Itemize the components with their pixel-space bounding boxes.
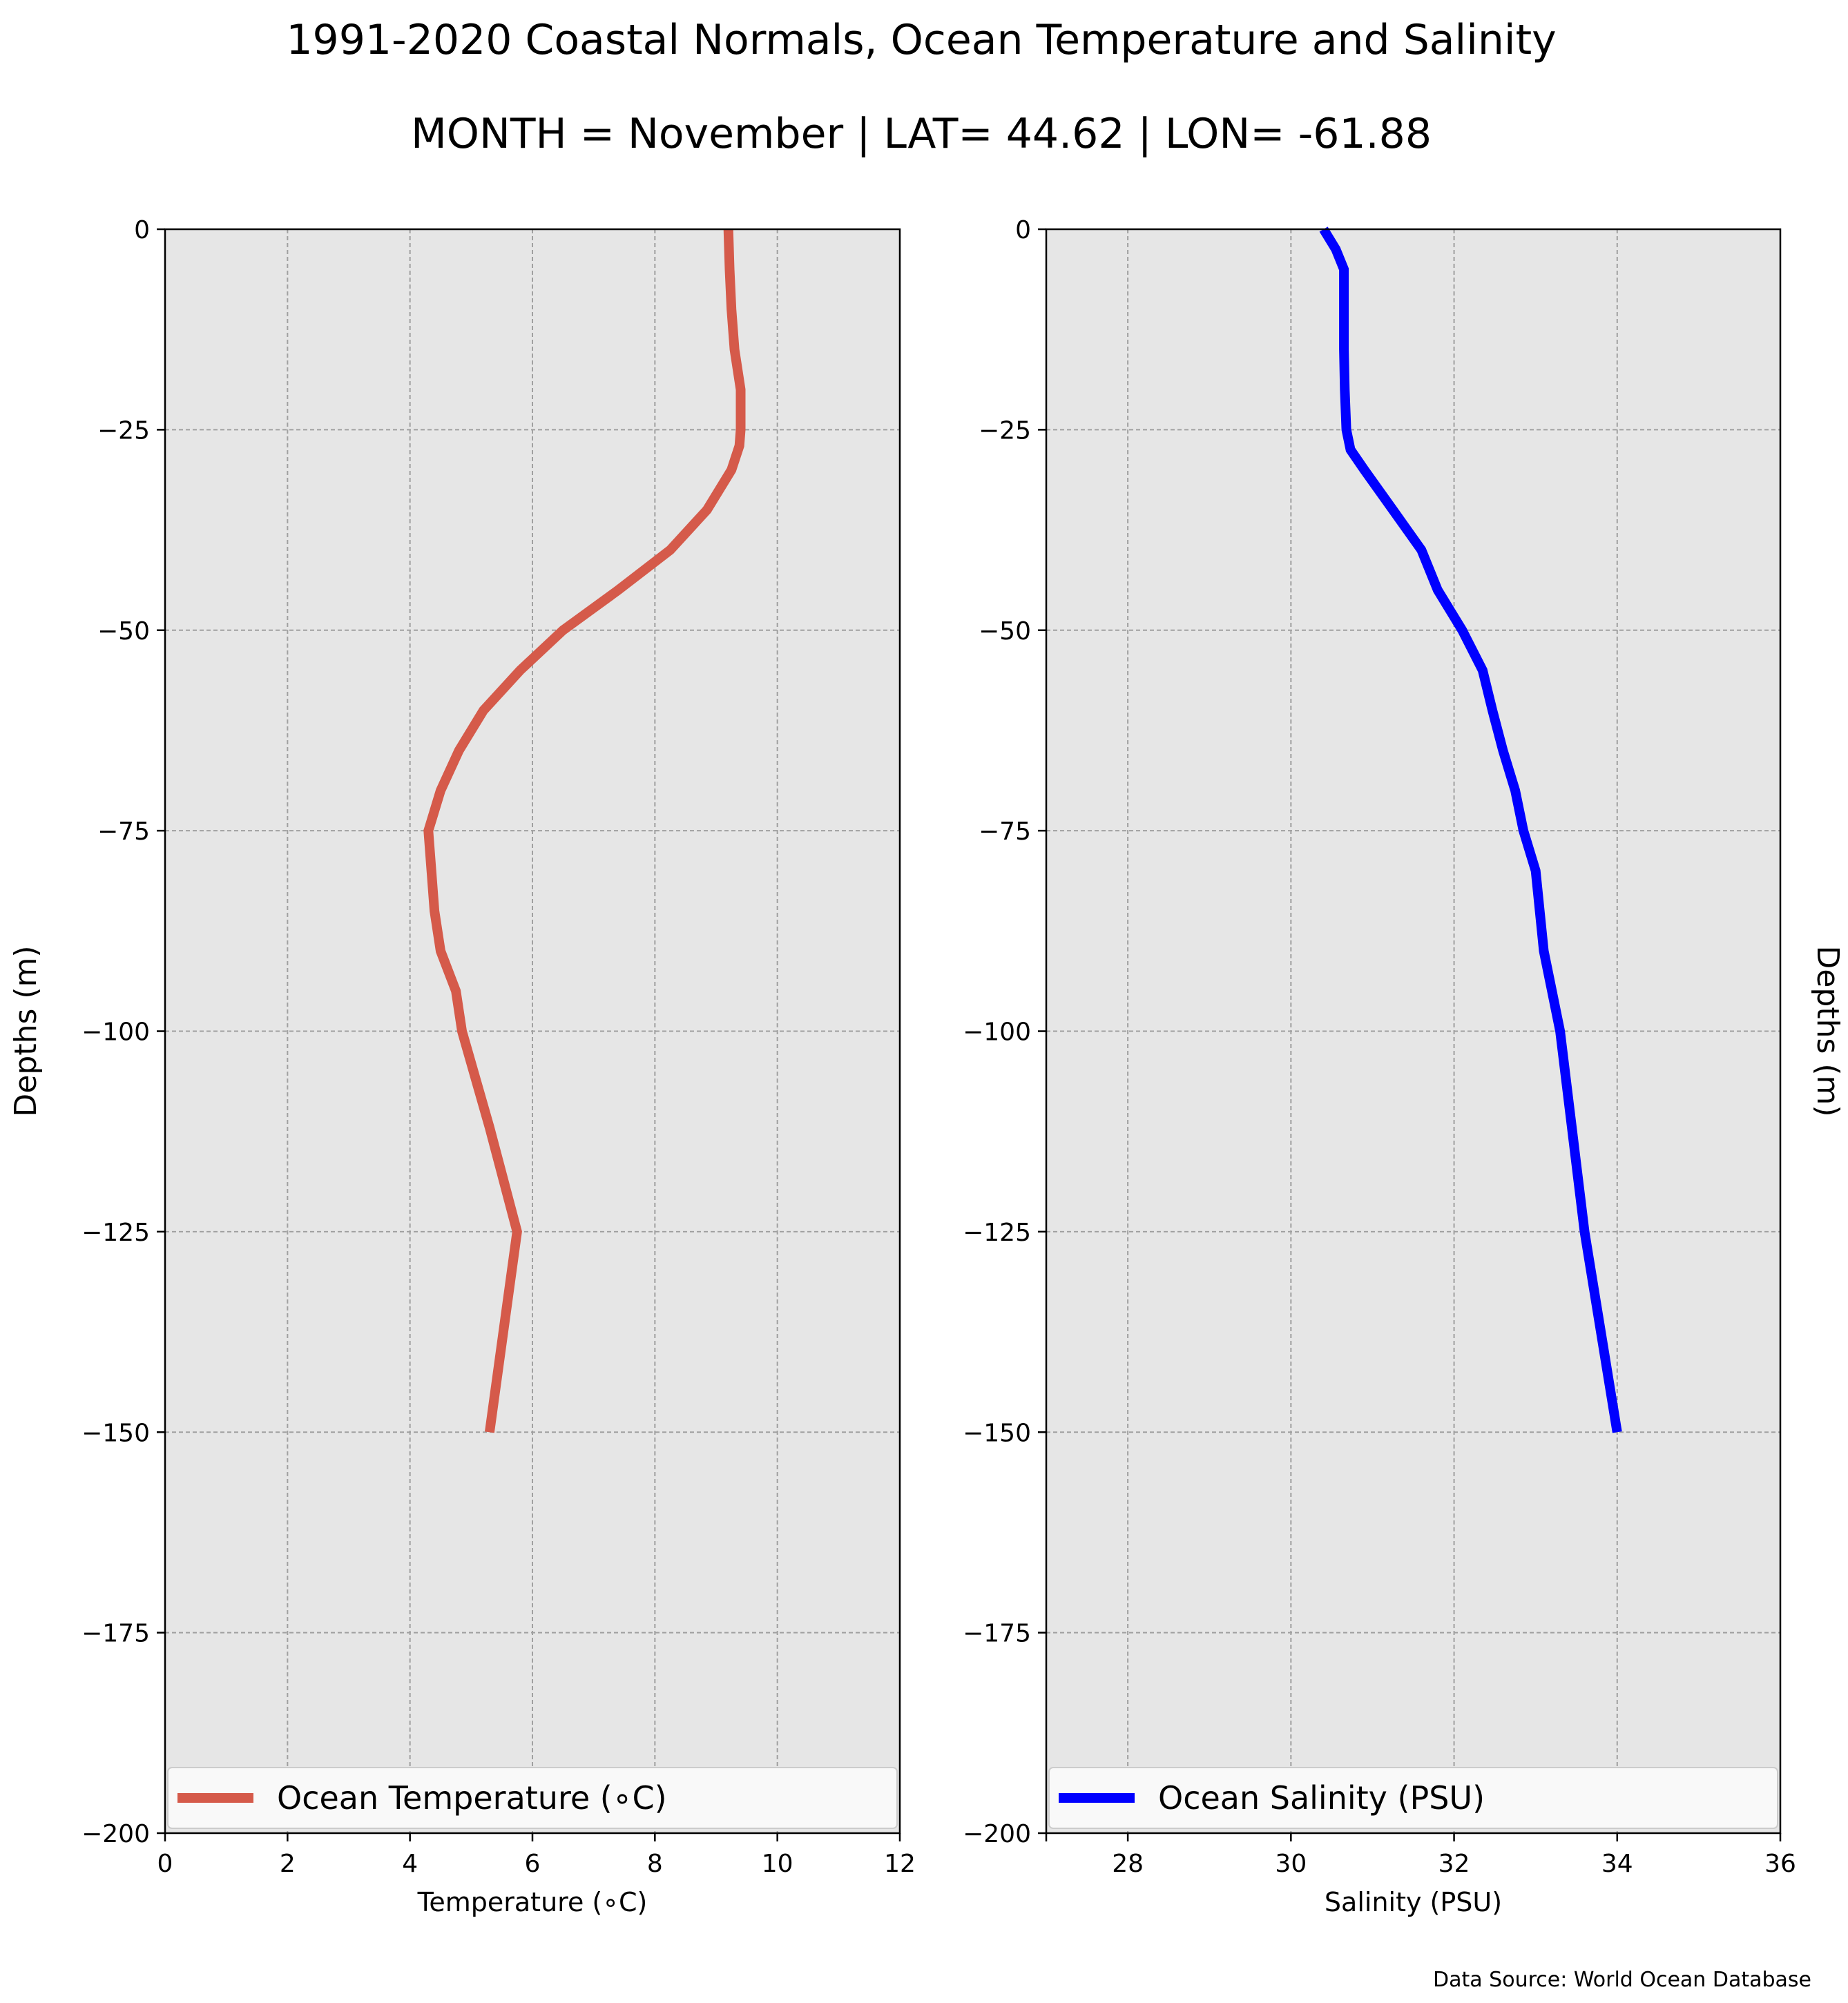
salinity-xtick-label: 32 — [1438, 1850, 1470, 1878]
salinity-ytick-label: −50 — [979, 617, 1031, 646]
temperature-xtick-label: 12 — [884, 1850, 916, 1878]
salinity-ytick-label: 0 — [1015, 216, 1031, 244]
temperature-ytick-label: −50 — [97, 617, 150, 646]
figure-subtitle: MONTH = November | LAT= 44.62 | LON= -61… — [411, 110, 1432, 158]
chart-panels: 0 2 4 6 8 10 12 0 −25 −50 −75 −100 −125 −150 −175 −200 T… — [8, 216, 1845, 1917]
temperature-legend: Ocean Temperature (∘C) — [167, 1767, 898, 1829]
salinity-legend: Ocean Salinity (PSU) — [1048, 1767, 1778, 1829]
salinity-ytick-label: −25 — [979, 416, 1031, 445]
temperature-ytick-label: −125 — [81, 1219, 150, 1247]
temperature-xtick-label: 8 — [647, 1850, 663, 1878]
temperature-legend-label: Ocean Temperature (∘C) — [277, 1779, 667, 1817]
temperature-x-axis-label: Temperature (∘C) — [417, 1887, 648, 1917]
salinity-xtick-label: 36 — [1764, 1850, 1796, 1878]
salinity-ytick-label: −75 — [979, 817, 1031, 846]
temperature-xtick-label: 6 — [525, 1850, 541, 1878]
salinity-xtick-label: 28 — [1112, 1850, 1144, 1878]
temperature-xtick-label: 0 — [157, 1850, 173, 1878]
salinity-xtick-label: 30 — [1275, 1850, 1307, 1878]
temperature-legend-box — [167, 1767, 898, 1829]
temperature-ytick-label: 0 — [134, 216, 150, 244]
salinity-y-axis-label: Depths (m) — [1810, 945, 1845, 1116]
temperature-xtick-label: 10 — [762, 1850, 793, 1878]
salinity-ytick-label: −200 — [963, 1820, 1031, 1848]
salinity-xtick-label: 34 — [1601, 1850, 1633, 1878]
temperature-y-axis-label: Depths (m) — [8, 945, 44, 1116]
temperature-xtick-label: 4 — [402, 1850, 418, 1878]
salinity-panel: 28 30 32 34 36 0 −25 −50 −75 −100 −125 −150 −175 −200… — [963, 216, 1845, 1917]
salinity-series-line — [1319, 226, 1622, 1433]
salinity-ytick-label: −175 — [963, 1620, 1031, 1648]
salinity-ytick-label: −100 — [963, 1018, 1031, 1047]
salinity-legend-box — [1048, 1767, 1778, 1829]
temperature-ytick-label: −75 — [97, 817, 150, 846]
salinity-legend-label: Ocean Salinity (PSU) — [1158, 1779, 1485, 1817]
temperature-ytick-label: −200 — [81, 1820, 150, 1848]
temperature-ytick-label: −100 — [81, 1018, 150, 1047]
data-source-note: Data Source: World Ocean Database — [1433, 1968, 1811, 1992]
salinity-ytick-label: −125 — [963, 1219, 1031, 1247]
temperature-ytick-label: −25 — [97, 416, 150, 445]
temperature-panel: 0 2 4 6 8 10 12 0 −25 −50 −75 −100 −125 −150 −175 −200 T… — [8, 216, 916, 1917]
temperature-series-line — [423, 229, 746, 1433]
temperature-xtick-label: 2 — [280, 1850, 296, 1878]
figure-title: 1991-2020 Coastal Normals, Ocean Tempera… — [286, 16, 1556, 64]
salinity-x-axis-label: Salinity (PSU) — [1325, 1887, 1502, 1917]
temperature-ytick-label: −175 — [81, 1620, 150, 1648]
salinity-ytick-label: −150 — [963, 1419, 1031, 1447]
temperature-ytick-label: −150 — [81, 1419, 150, 1447]
